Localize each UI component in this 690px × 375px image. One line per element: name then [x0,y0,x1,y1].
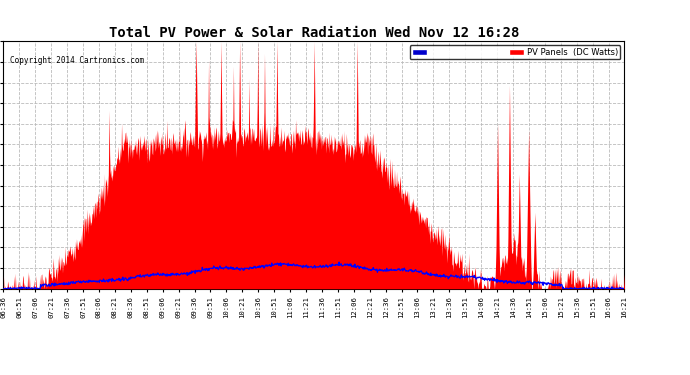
Text: Copyright 2014 Cartronics.com: Copyright 2014 Cartronics.com [10,56,144,65]
Legend: Radiation  (W/m2), PV Panels  (DC Watts): Radiation (W/m2), PV Panels (DC Watts) [410,45,620,59]
Title: Total PV Power & Solar Radiation Wed Nov 12 16:28: Total PV Power & Solar Radiation Wed Nov… [109,26,519,40]
